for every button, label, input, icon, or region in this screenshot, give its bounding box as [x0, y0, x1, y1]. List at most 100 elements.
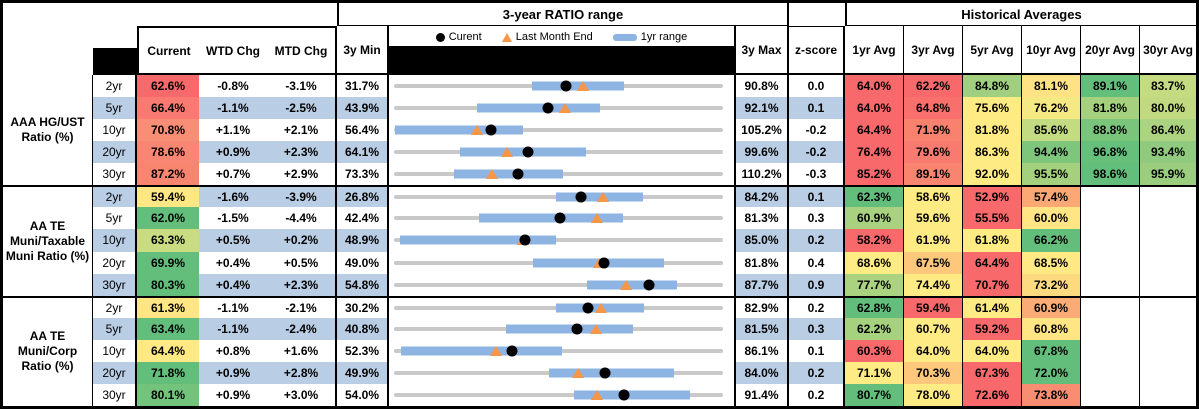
last-month-end-marker-icon: [572, 367, 585, 378]
avg-cell: [1081, 229, 1140, 252]
current-marker-icon: [519, 234, 531, 246]
avg-cell: [1081, 317, 1140, 340]
range-bar-1yr: [505, 324, 634, 334]
avg-cell: 62.2%: [904, 75, 963, 98]
last-month-end-marker-icon: [620, 279, 632, 290]
avg-cell: 67.3%: [963, 361, 1022, 384]
current-cell: 70.8%: [137, 119, 199, 142]
current-marker-icon: [618, 389, 630, 401]
max-3y-cell: 86.1%: [736, 339, 789, 362]
avg-cell: [1140, 361, 1196, 384]
avg-cell: 83.7%: [1140, 75, 1196, 98]
tenor-cell: 10yr: [93, 229, 137, 252]
avg-cell: 95.5%: [1022, 163, 1081, 186]
last-month-end-marker-icon: [486, 169, 499, 180]
black-fill: [389, 46, 734, 73]
avg-cell: 59.6%: [904, 207, 963, 230]
avg-cell: 71.9%: [904, 119, 963, 142]
wtd-chg-column-header: WTD Chg: [199, 26, 267, 75]
last-month-end-marker-icon: [597, 192, 610, 203]
range-track-area: [394, 75, 723, 97]
header-top-left-spacer: [3, 3, 337, 26]
wtd-chg-cell: +0.5%: [199, 229, 267, 252]
tenor-cell: 2yr: [93, 75, 137, 98]
avg-column-header-5yr: 5yr Avg: [963, 26, 1022, 75]
range-chart-cell: [389, 207, 736, 230]
avg-cell: 61.9%: [904, 229, 963, 252]
mtd-chg-cell: +3.0%: [267, 383, 337, 406]
last-month-end-marker-icon: [590, 323, 603, 334]
avg-cell: 96.8%: [1081, 141, 1140, 164]
mtd-chg-cell: +0.5%: [267, 251, 337, 274]
avg-cell: 64.8%: [904, 97, 963, 120]
current-marker-icon: [643, 279, 655, 291]
range-chart-cell: [389, 339, 736, 362]
min-3y-cell: 30.2%: [337, 295, 389, 318]
range-chart-cell: [389, 273, 736, 296]
avg-column-header-1yr: 1yr Avg: [845, 26, 904, 75]
range-chart-cell: [389, 75, 736, 98]
range-bar-1yr: [459, 147, 586, 157]
header-label-spacer: [3, 26, 93, 75]
min-3y-cell: 26.8%: [337, 185, 389, 208]
avg-cell: 59.4%: [904, 295, 963, 318]
legend: Curent Last Month End 1yr range: [389, 26, 734, 48]
avg-cell: 64.4%: [845, 119, 904, 142]
avg-cell: 68.6%: [845, 251, 904, 274]
range-bar-1yr: [549, 368, 674, 378]
range-bar-1yr: [479, 213, 624, 223]
avg-cell: 80.7%: [845, 383, 904, 406]
zscore-column-header: z-score: [789, 26, 845, 75]
tenor-cell: 30yr: [93, 273, 137, 296]
range-track-area: [394, 362, 723, 384]
avg-cell: 73.8%: [1022, 383, 1081, 406]
tenor-cell: 5yr: [93, 97, 137, 120]
range-track-area: [394, 207, 723, 229]
range-chart-cell: [389, 119, 736, 142]
range-chart-cell: [389, 185, 736, 208]
mtd-chg-cell: +2.3%: [267, 141, 337, 164]
current-cell: 78.6%: [137, 141, 199, 164]
tenor-header-black-cell: [93, 26, 137, 75]
tenor-cell: 2yr: [93, 185, 137, 208]
max-3y-cell: 84.2%: [736, 185, 789, 208]
avg-cell: [1081, 295, 1140, 318]
wtd-chg-cell: +1.1%: [199, 119, 267, 142]
current-marker-icon: [542, 102, 554, 114]
tenor-cell: 10yr: [93, 119, 137, 142]
wtd-chg-cell: +0.9%: [199, 361, 267, 384]
wtd-chg-cell: +0.4%: [199, 251, 267, 274]
avg-cell: 58.6%: [904, 185, 963, 208]
current-marker-icon: [485, 124, 497, 136]
avg-cell: 94.4%: [1022, 141, 1081, 164]
avg-cell: 76.2%: [1022, 97, 1081, 120]
avg-cell: 81.8%: [963, 119, 1022, 142]
zscore-cell: 0.2: [789, 295, 845, 318]
avg-cell: 95.9%: [1140, 163, 1196, 186]
wtd-chg-cell: -1.1%: [199, 317, 267, 340]
range-bar-1yr: [477, 103, 601, 113]
current-cell: 66.4%: [137, 97, 199, 120]
header-gap: [789, 3, 845, 26]
last-month-end-marker-icon: [591, 389, 604, 400]
current-cell: 63.4%: [137, 317, 199, 340]
avg-cell: 85.6%: [1022, 119, 1081, 142]
current-cell: 63.3%: [137, 229, 199, 252]
current-cell: 71.8%: [137, 361, 199, 384]
max-3y-cell: 81.5%: [736, 317, 789, 340]
avg-cell: [1081, 361, 1140, 384]
range-bar-1yr: [587, 280, 677, 290]
zscore-cell: 0.1: [789, 185, 845, 208]
tenor-cell: 10yr: [93, 339, 137, 362]
avg-cell: 67.8%: [1022, 339, 1081, 362]
avg-cell: 64.4%: [963, 251, 1022, 274]
max-3y-cell: 82.9%: [736, 295, 789, 318]
min-3y-cell: 64.1%: [337, 141, 389, 164]
current-marker-icon: [598, 257, 610, 269]
avg-cell: 92.0%: [963, 163, 1022, 186]
last-month-end-marker-icon: [558, 103, 571, 114]
zscore-cell: 0.4: [789, 251, 845, 274]
avg-cell: [1081, 339, 1140, 362]
avg-cell: [1081, 207, 1140, 230]
